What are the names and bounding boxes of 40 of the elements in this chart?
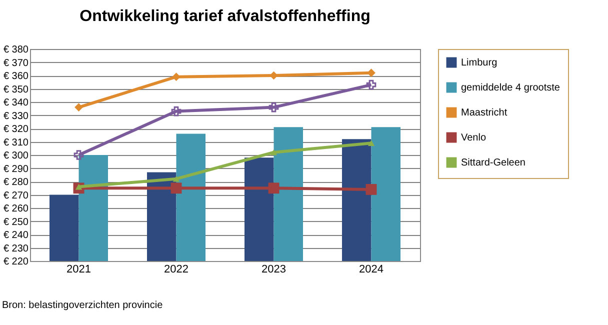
y-tick-label: € 300 xyxy=(3,150,29,162)
y-tick-label: € 280 xyxy=(3,177,29,188)
y-tick-label: € 220 xyxy=(3,256,29,268)
y-tick-label: € 340 xyxy=(3,98,29,108)
point xyxy=(172,72,180,82)
point xyxy=(268,102,279,112)
legend-label: Sittard-Geleen xyxy=(461,158,526,168)
y-tick-label: € 380 xyxy=(3,44,29,56)
x-tick-label: 2024 xyxy=(359,264,384,276)
y-tick-label: € 360 xyxy=(3,71,29,82)
y-tick-label: € 330 xyxy=(3,110,29,122)
point xyxy=(366,80,376,90)
y-tick-label: € 250 xyxy=(3,216,29,228)
point xyxy=(74,150,84,160)
legend-label: Limburg xyxy=(461,58,498,68)
point xyxy=(368,140,375,146)
y-tick-label: € 350 xyxy=(3,84,29,96)
y-tick-label: € 320 xyxy=(3,124,29,135)
legend-label: Maastricht xyxy=(461,108,508,118)
x-tick-label: 2021 xyxy=(66,264,91,276)
y-tick-label: € 260 xyxy=(3,204,29,214)
point xyxy=(268,182,280,194)
x-tick-label: 2022 xyxy=(164,264,188,276)
x-tick-label: 2023 xyxy=(262,264,286,276)
legend-label: Venlo xyxy=(461,132,486,144)
y-tick-label: € 290 xyxy=(3,164,29,175)
point xyxy=(170,182,182,194)
y-tick-label: € 370 xyxy=(3,58,29,69)
point xyxy=(74,103,83,112)
legend-label: gemiddelde 4 grootste xyxy=(461,82,560,94)
point xyxy=(270,149,278,156)
y-tick-label: € 310 xyxy=(3,137,29,148)
point xyxy=(366,184,377,195)
y-tick-label: € 230 xyxy=(3,243,29,254)
point xyxy=(171,106,182,116)
point xyxy=(172,176,180,182)
text: Bron: belastingoverzichten provincie xyxy=(2,300,163,311)
chart-title: Ontwikkeling tarief afvalstoffenheffing xyxy=(80,8,370,25)
y-tick-label: € 240 xyxy=(3,230,29,241)
y-tick-label: € 270 xyxy=(3,190,29,202)
